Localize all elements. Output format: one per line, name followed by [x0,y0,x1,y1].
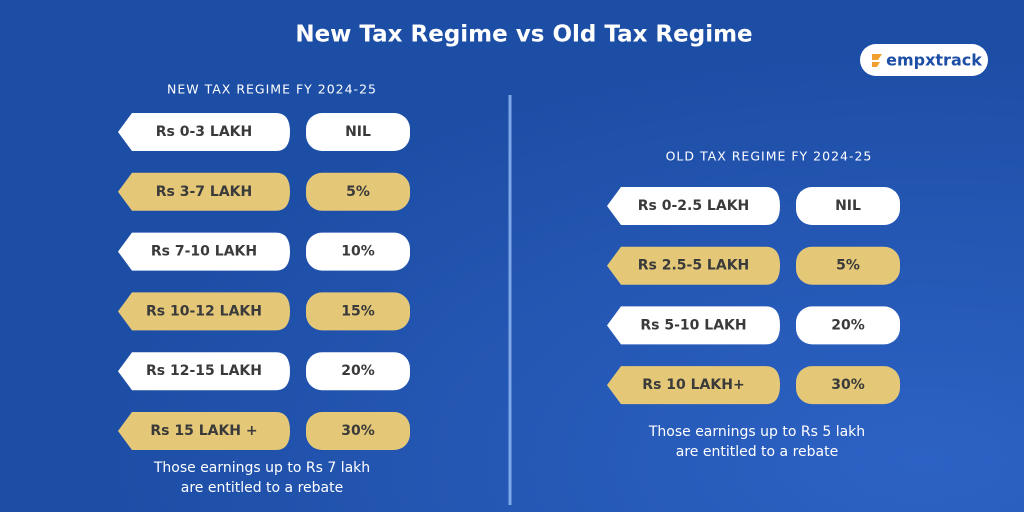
note: Those earnings up to Rs 5 lakh [648,424,865,440]
slab-tag [607,187,780,225]
rate-label: 5% [836,258,860,274]
slab-label: Rs 2.5-5 LAKH [638,258,750,274]
slab-label: Rs 10-12 LAKH [146,303,262,319]
rate-label: 30% [341,423,375,439]
rate-pill [796,306,900,345]
note: Those earnings up to Rs 7 lakh [153,460,370,476]
note: are entitled to a rebate [181,480,343,496]
rate-label: 20% [341,363,375,379]
slab-label: Rs 12-15 LAKH [146,363,262,379]
slab-tag [607,246,780,285]
note: are entitled to a rebate [676,444,838,460]
slab-label: Rs 7-10 LAKH [151,244,257,260]
rate-label: 15% [341,303,375,319]
rate-pill [306,172,410,211]
rate-label: NIL [835,198,861,214]
slab-tag [118,232,290,271]
logo-text: empxtrack [886,51,982,70]
rate-pill [306,352,410,391]
section-title: NEW TAX REGIME FY 2024-25 [167,82,377,97]
rate-label: 20% [831,317,865,333]
rate-pill [306,412,410,450]
page-title: New Tax Regime vs Old Tax Regime [295,22,752,48]
rate-pill [796,246,900,285]
rate-pill [306,113,410,151]
rate-label: 30% [831,377,865,393]
logo-badge [860,44,988,76]
slab-tag [118,172,290,211]
rate-label: 5% [346,184,370,200]
slab-label: Rs 0-2.5 LAKH [638,198,750,214]
rate-pill [796,366,900,405]
slab-label: Rs 10 LAKH+ [642,377,744,393]
slab-label: Rs 15 LAKH + [150,423,257,439]
rate-pill [796,187,900,225]
slab-label: Rs 5-10 LAKH [640,317,746,333]
slab-tag [118,412,290,450]
logo-icon [872,54,882,67]
slab-label: Rs 3-7 LAKH [156,184,252,200]
slab-tag [118,352,290,391]
slab-tag [118,292,290,331]
slab-tag [607,306,780,345]
slab-tag [607,366,780,405]
rate-pill [306,232,410,271]
section-title: OLD TAX REGIME FY 2024-25 [666,149,873,164]
rate-label: NIL [345,124,371,140]
slab-tag [118,113,290,151]
rate-label: 10% [341,244,375,260]
slab-label: Rs 0-3 LAKH [156,124,252,140]
rate-pill [306,292,410,331]
